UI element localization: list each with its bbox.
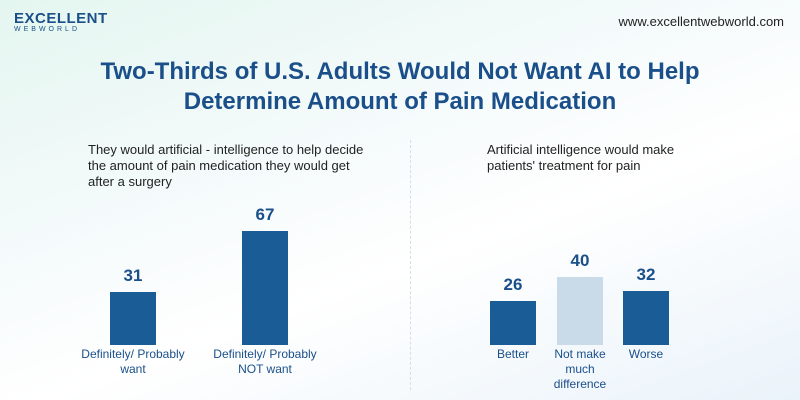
bar bbox=[242, 231, 288, 345]
value-label: 40 bbox=[570, 251, 590, 270]
bar bbox=[490, 300, 536, 345]
chart-subtitle: Artificial intelligence would make patie… bbox=[487, 142, 675, 173]
bar bbox=[623, 290, 669, 345]
value-label: 31 bbox=[123, 266, 143, 286]
value-label: 32 bbox=[636, 264, 656, 284]
value-label: 26 bbox=[503, 274, 523, 294]
category-label: Definitely/ Probably want bbox=[81, 347, 185, 376]
url: www.excellentwebworld.com bbox=[618, 14, 784, 29]
title: Determine Amount of Pain Medication bbox=[183, 88, 617, 115]
value-label: 67 bbox=[255, 205, 275, 225]
brand-sub: WEBWORLD bbox=[14, 26, 80, 33]
category-label: Not make much difference bbox=[553, 347, 607, 391]
bar bbox=[557, 277, 603, 345]
chart-subtitle: They would artificial - intelligence to … bbox=[88, 142, 364, 189]
brand: EXCELLENT bbox=[14, 10, 108, 27]
title: Two-Thirds of U.S. Adults Would Not Want… bbox=[100, 58, 700, 85]
category-label: Worse bbox=[628, 347, 664, 361]
category-label: Definitely/ Probably NOT want bbox=[213, 347, 317, 376]
category-label: Better bbox=[496, 347, 529, 361]
bar bbox=[110, 292, 156, 345]
divider bbox=[410, 140, 411, 390]
